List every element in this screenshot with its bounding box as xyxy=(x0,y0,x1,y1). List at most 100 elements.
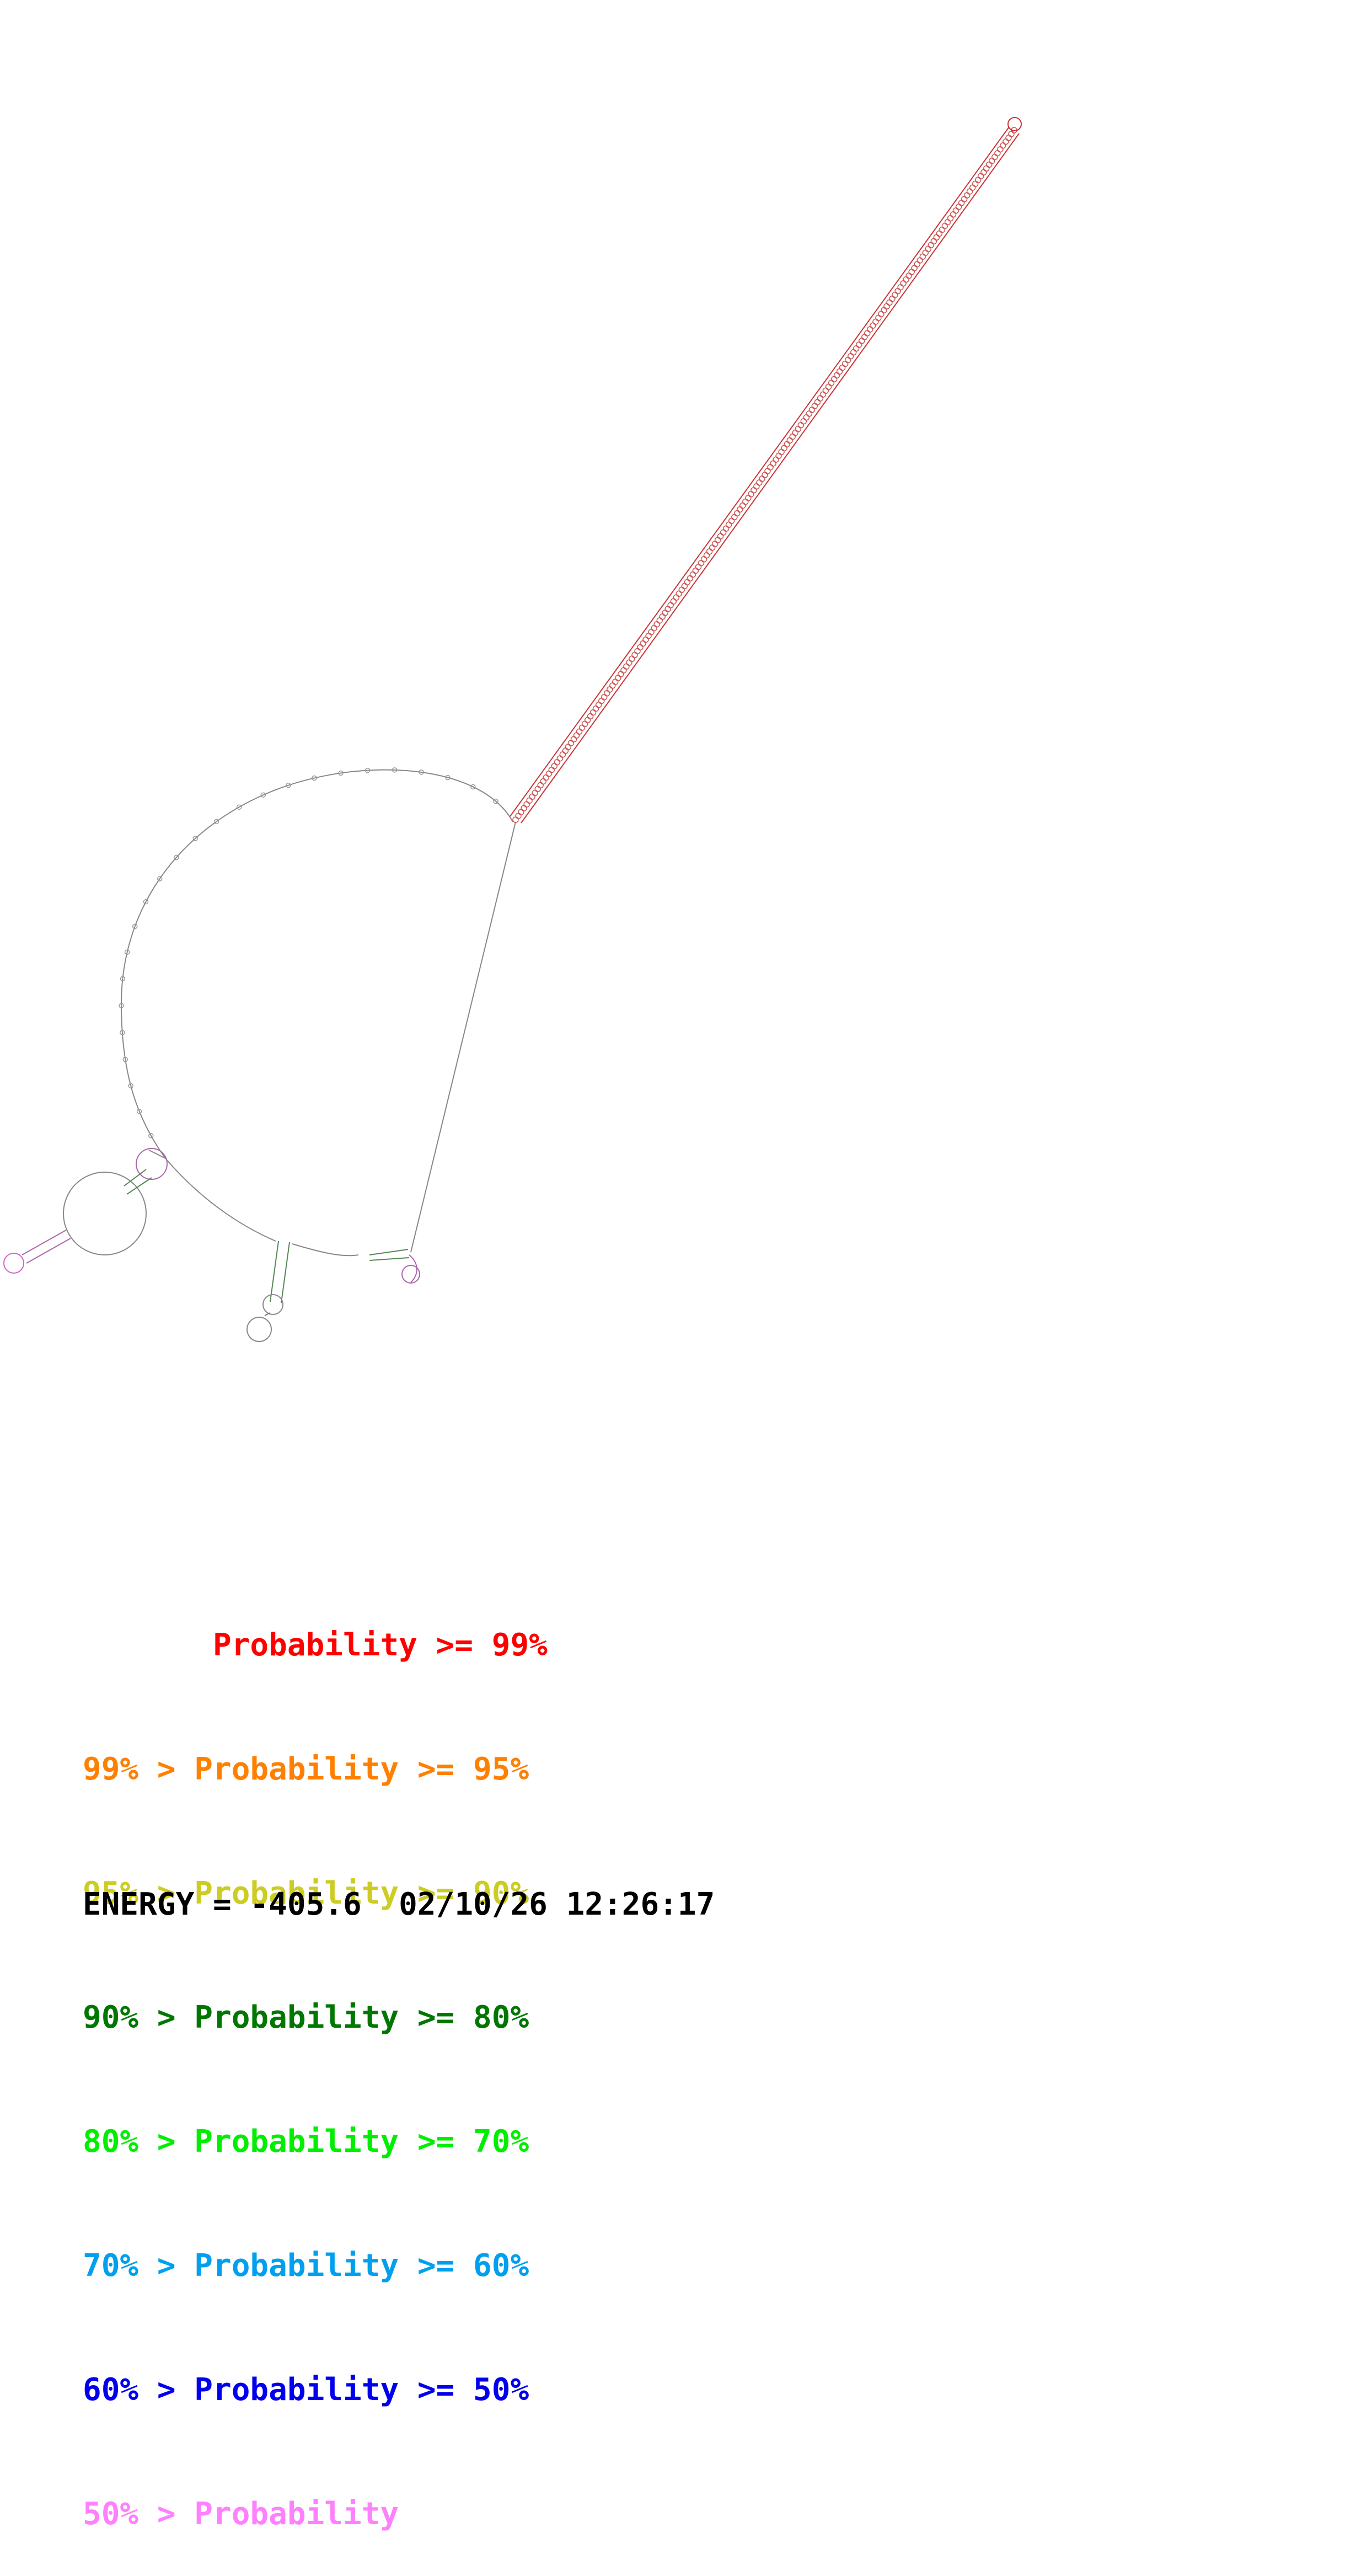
base-pair xyxy=(908,269,915,275)
base-pair xyxy=(567,740,575,746)
base-pair xyxy=(905,272,912,279)
base-pair xyxy=(551,763,558,769)
base-pair xyxy=(770,460,776,467)
base-pair xyxy=(822,387,829,394)
legend-entry: 50% > Probability xyxy=(83,2496,399,2532)
base-pair xyxy=(515,813,522,819)
nucleotide xyxy=(286,782,291,788)
base-pair xyxy=(620,667,627,674)
base-pair xyxy=(983,165,990,172)
base-pair xyxy=(570,736,577,742)
base-pair xyxy=(753,483,760,490)
energy-footer: ENERGY = -405.6 02/10/26 12:26:17 xyxy=(83,1886,715,1922)
base-pair xyxy=(512,816,519,823)
base-pair xyxy=(678,586,685,594)
legend-entry: 70% > Probability >= 60% xyxy=(83,2248,529,2284)
base-pair xyxy=(709,544,716,551)
base-pair xyxy=(958,200,965,206)
base-pair xyxy=(864,330,871,336)
base-pair xyxy=(784,441,790,448)
legend-entry: 95% > Probability >= 90% xyxy=(83,1875,529,1911)
base-pair xyxy=(1003,138,1009,145)
legend-entry: 60% > Probability >= 50% xyxy=(83,2372,529,2408)
base-pair xyxy=(872,318,879,325)
base-pair xyxy=(603,690,610,697)
base-pair xyxy=(859,338,865,344)
helix-base-pairs xyxy=(512,127,1017,823)
base-pair xyxy=(883,303,890,310)
base-pair xyxy=(581,720,588,728)
long-helix xyxy=(510,126,1020,824)
base-pair xyxy=(656,617,663,624)
base-pair xyxy=(941,222,948,229)
base-pair xyxy=(786,437,793,444)
base-pair xyxy=(833,372,840,379)
base-pair xyxy=(673,594,680,601)
base-pair xyxy=(759,475,765,482)
base-pair xyxy=(703,552,710,559)
nucleotide xyxy=(470,784,476,790)
base-pair xyxy=(925,245,932,253)
base-pair xyxy=(870,322,876,329)
base-pair xyxy=(543,774,549,781)
nucleotide xyxy=(419,769,424,775)
base-pair xyxy=(720,529,727,536)
base-pair xyxy=(989,157,995,164)
base-pair xyxy=(545,770,553,777)
base-pair xyxy=(844,356,851,364)
base-pair xyxy=(648,628,655,635)
base-pair xyxy=(764,468,771,474)
nucleotide xyxy=(236,804,242,810)
base-pair xyxy=(944,218,951,226)
base-pair xyxy=(695,563,702,570)
base-pair xyxy=(562,747,569,754)
nucleotide xyxy=(392,767,398,773)
base-pair xyxy=(739,502,746,509)
timestamp: 02/10/26 12:26:17 xyxy=(399,1886,715,1922)
base-pair xyxy=(556,755,564,762)
base-pair xyxy=(930,238,937,245)
base-pair xyxy=(819,391,827,398)
base-pair xyxy=(773,456,779,463)
base-pair xyxy=(537,782,544,789)
base-pair xyxy=(878,311,884,318)
base-pair xyxy=(795,425,802,432)
base-pair xyxy=(615,675,621,681)
base-pair xyxy=(592,705,599,712)
base-pair xyxy=(731,514,738,521)
base-pair xyxy=(792,429,798,436)
base-pair xyxy=(534,785,541,793)
base-pair xyxy=(521,805,527,811)
base-pair xyxy=(687,575,694,582)
base-pair xyxy=(839,364,846,371)
nucleotide xyxy=(157,876,163,881)
base-pair xyxy=(756,479,763,486)
base-pair xyxy=(894,287,901,295)
base-pair xyxy=(651,625,657,632)
base-pair xyxy=(518,809,524,815)
base-pair xyxy=(750,487,757,494)
base-pair xyxy=(601,694,608,701)
nucleotide xyxy=(122,1056,128,1062)
base-pair xyxy=(963,192,971,199)
base-pair xyxy=(952,207,959,214)
base-pair xyxy=(532,789,538,797)
legend-entry: Probability >= 99% xyxy=(83,1627,548,1663)
base-pair xyxy=(737,506,743,513)
base-pair xyxy=(664,606,671,612)
base-pair xyxy=(836,368,843,375)
base-pair xyxy=(966,188,973,195)
base-pair xyxy=(892,291,898,298)
base-pair xyxy=(825,383,832,391)
base-pair xyxy=(722,525,730,532)
base-pair xyxy=(977,173,984,180)
nucleotide xyxy=(124,949,130,955)
base-pair xyxy=(526,797,533,804)
base-pair xyxy=(1000,142,1006,149)
nucleotide xyxy=(493,798,498,804)
base-pair xyxy=(955,204,962,210)
base-pair xyxy=(748,490,754,498)
base-pair xyxy=(778,448,785,456)
base-pair xyxy=(830,376,838,383)
base-pair xyxy=(653,621,660,628)
